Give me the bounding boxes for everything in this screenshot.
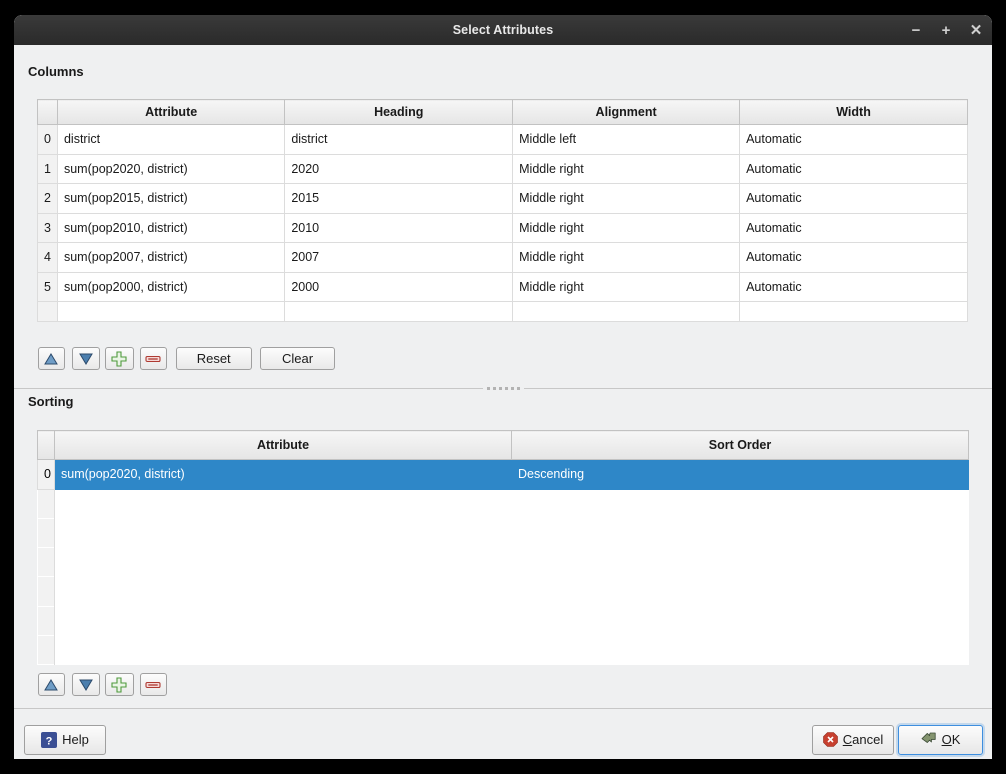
svg-text:?: ? xyxy=(46,735,53,747)
